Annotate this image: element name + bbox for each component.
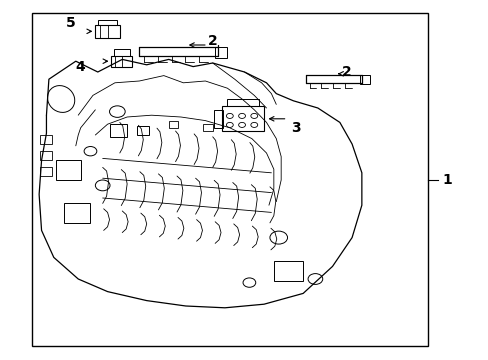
Bar — [111, 56, 132, 67]
Text: 4: 4 — [76, 60, 85, 73]
Bar — [227, 99, 259, 106]
Bar — [56, 160, 81, 180]
Bar — [215, 47, 227, 58]
Bar — [63, 203, 90, 223]
Bar — [137, 126, 149, 135]
Bar — [273, 261, 303, 281]
Bar — [114, 49, 129, 56]
Bar — [168, 121, 178, 128]
Bar — [40, 135, 52, 144]
Bar — [222, 106, 264, 131]
Bar — [40, 151, 52, 160]
Bar — [203, 124, 212, 131]
Bar — [110, 124, 127, 137]
Text: 5: 5 — [66, 17, 76, 30]
Text: 3: 3 — [290, 121, 300, 135]
Text: 2: 2 — [342, 65, 351, 79]
Text: 1: 1 — [442, 173, 451, 187]
Bar — [213, 110, 223, 128]
Bar — [95, 25, 120, 38]
Bar — [98, 20, 117, 25]
Bar — [360, 75, 369, 84]
Text: 2: 2 — [207, 35, 217, 48]
Bar — [40, 167, 52, 176]
